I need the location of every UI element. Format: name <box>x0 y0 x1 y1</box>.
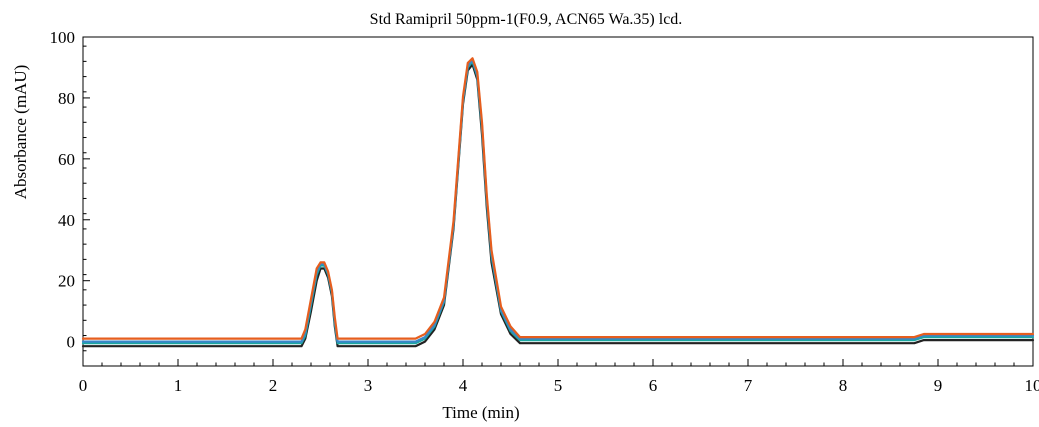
series-line-1 <box>81 63 1035 348</box>
x-tick-label: 9 <box>934 376 943 395</box>
x-tick-label: 8 <box>839 376 848 395</box>
y-tick-label: 100 <box>50 28 76 47</box>
y-tick-label: 0 <box>67 333 76 352</box>
chart-title: Std Ramipril 50ppm-1(F0.9, ACN65 Wa.35) … <box>370 11 683 28</box>
x-tick-label: 4 <box>459 376 468 395</box>
series-line-3 <box>81 58 1035 343</box>
y-tick-label: 20 <box>58 272 75 291</box>
x-tick-label: 5 <box>554 376 563 395</box>
x-axis-label: Time (min) <box>442 403 519 422</box>
x-tick-label: 0 <box>79 376 88 395</box>
x-tick-label: 10 <box>1025 376 1039 395</box>
series-line-2 <box>81 60 1035 345</box>
series-layer <box>81 57 1035 348</box>
x-tick-label: 7 <box>744 376 753 395</box>
y-axis: 0 20 40 60 80 100 <box>50 28 90 367</box>
y-axis-label: Absorbance (mAU) <box>11 65 30 200</box>
x-axis: 0 1 2 3 4 5 6 7 8 9 10 <box>79 359 1039 395</box>
x-tick-label: 1 <box>174 376 183 395</box>
y-tick-label: 80 <box>58 89 75 108</box>
y-tick-label: 60 <box>58 150 75 169</box>
x-tick-label: 6 <box>649 376 658 395</box>
y-tick-label: 40 <box>58 211 75 230</box>
x-tick-label: 3 <box>364 376 373 395</box>
x-tick-label: 2 <box>269 376 278 395</box>
series-line-4 <box>81 57 1035 340</box>
plot-frame <box>82 36 1034 367</box>
